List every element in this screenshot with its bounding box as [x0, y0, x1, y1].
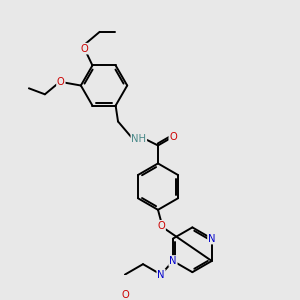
Text: O: O — [169, 132, 177, 142]
Text: N: N — [169, 256, 177, 266]
Text: O: O — [157, 221, 165, 231]
Text: NH: NH — [131, 134, 146, 145]
Text: O: O — [57, 77, 65, 87]
Text: N: N — [157, 270, 165, 280]
Text: O: O — [81, 44, 88, 54]
Text: N: N — [208, 234, 215, 244]
Text: O: O — [121, 290, 129, 300]
